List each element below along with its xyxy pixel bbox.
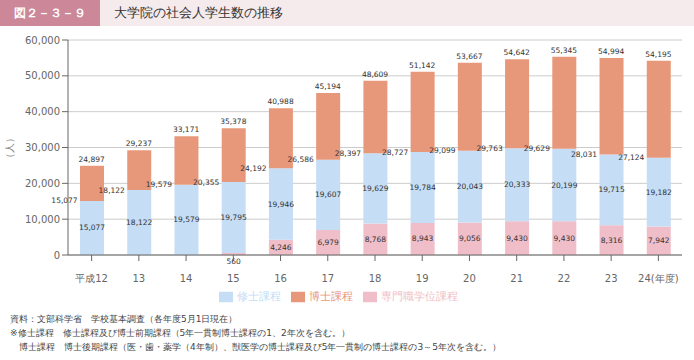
svg-text:20,355: 20,355 xyxy=(193,178,219,187)
svg-text:50,000: 50,000 xyxy=(25,70,60,81)
svg-text:40,988: 40,988 xyxy=(267,97,293,106)
svg-text:20,043: 20,043 xyxy=(457,182,483,191)
svg-text:20,333: 20,333 xyxy=(504,180,530,189)
svg-text:10,000: 10,000 xyxy=(25,214,60,225)
svg-text:54,994: 54,994 xyxy=(598,47,624,56)
svg-text:19,607: 19,607 xyxy=(315,190,341,199)
svg-text:19,784: 19,784 xyxy=(409,183,435,192)
svg-text:20: 20 xyxy=(463,273,476,284)
svg-text:560: 560 xyxy=(227,257,242,266)
svg-text:19: 19 xyxy=(416,273,429,284)
html-text:資料：文部科学省 学校基本調査（各年度5月1日現在）: 資料：文部科学省 学校基本調査（各年度5月1日現在） xyxy=(10,314,238,324)
svg-text:20,000: 20,000 xyxy=(25,178,60,189)
svg-text:0: 0 xyxy=(54,250,60,261)
svg-text:27,124: 27,124 xyxy=(618,153,644,162)
html-text:※修士課程 修士課程及び博士前期課程（5年一貫制博士課程の1: ※修士課程 修士課程及び博士前期課程（5年一貫制博士課程の1、2年次を含む。） xyxy=(10,328,350,338)
svg-text:45,194: 45,194 xyxy=(315,82,341,91)
svg-text:17: 17 xyxy=(321,273,334,284)
svg-text:55,345: 55,345 xyxy=(551,46,577,55)
svg-text:（人）: （人） xyxy=(8,133,15,163)
svg-text:4,246: 4,246 xyxy=(270,243,292,252)
html-text:図２－３－９: 図２－３－９ xyxy=(14,5,86,20)
svg-text:48,609: 48,609 xyxy=(362,70,388,79)
svg-text:18,122: 18,122 xyxy=(126,218,152,227)
svg-text:23: 23 xyxy=(605,273,618,284)
svg-text:19,795: 19,795 xyxy=(221,213,247,222)
svg-text:54,642: 54,642 xyxy=(504,48,530,57)
svg-text:15,077: 15,077 xyxy=(51,196,77,205)
svg-text:22: 22 xyxy=(558,273,571,284)
svg-text:53,667: 53,667 xyxy=(456,52,482,61)
svg-text:6,979: 6,979 xyxy=(317,238,339,247)
svg-text:19,715: 19,715 xyxy=(598,185,624,194)
svg-text:19,182: 19,182 xyxy=(646,188,672,197)
svg-text:40,000: 40,000 xyxy=(25,106,60,117)
svg-text:54,195: 54,195 xyxy=(645,50,671,59)
svg-text:24,192: 24,192 xyxy=(240,164,266,173)
html-text:修士課程: 修士課程 xyxy=(236,290,281,303)
svg-text:8,768: 8,768 xyxy=(365,235,387,244)
svg-text:9,430: 9,430 xyxy=(506,234,528,243)
svg-text:16: 16 xyxy=(274,273,287,284)
svg-text:29,099: 29,099 xyxy=(429,146,455,155)
svg-text:7,942: 7,942 xyxy=(648,236,670,245)
svg-text:14: 14 xyxy=(180,273,193,284)
svg-text:19,629: 19,629 xyxy=(362,184,388,193)
svg-text:29,763: 29,763 xyxy=(476,144,502,153)
svg-text:51,142: 51,142 xyxy=(409,61,435,70)
svg-text:24(年度): 24(年度) xyxy=(638,273,679,284)
svg-text:19,579: 19,579 xyxy=(146,180,172,189)
html-text:専門職学位課程: 専門職学位課程 xyxy=(380,290,458,303)
svg-text:28,727: 28,727 xyxy=(382,148,408,157)
svg-text:20,199: 20,199 xyxy=(551,181,577,190)
svg-text:18: 18 xyxy=(369,273,382,284)
svg-text:29,237: 29,237 xyxy=(126,139,152,148)
svg-text:60,000: 60,000 xyxy=(25,35,60,46)
svg-text:28,031: 28,031 xyxy=(571,150,597,159)
svg-text:18,122: 18,122 xyxy=(99,186,125,195)
svg-text:30,000: 30,000 xyxy=(25,142,60,153)
svg-text:29,629: 29,629 xyxy=(524,144,550,153)
html-text:大学院の社会人学生数の推移: 大学院の社会人学生数の推移 xyxy=(114,5,283,20)
svg-text:35,378: 35,378 xyxy=(220,117,246,126)
svg-text:8,943: 8,943 xyxy=(412,234,434,243)
svg-text:9,430: 9,430 xyxy=(554,234,576,243)
svg-text:26,586: 26,586 xyxy=(288,155,314,164)
svg-text:15: 15 xyxy=(227,273,240,284)
svg-text:21: 21 xyxy=(510,273,523,284)
svg-text:9,056: 9,056 xyxy=(459,234,481,243)
svg-text:19,579: 19,579 xyxy=(173,215,199,224)
svg-text:24,897: 24,897 xyxy=(78,155,104,164)
svg-text:平成12: 平成12 xyxy=(75,273,108,284)
svg-text:19,946: 19,946 xyxy=(268,200,294,209)
html-text:博士課程: 博士課程 xyxy=(308,290,353,303)
svg-text:15,077: 15,077 xyxy=(79,223,105,232)
html-text:博士課程 博士後期課程（医・歯・薬学（4年制）、獣医学の博士: 博士課程 博士後期課程（医・歯・薬学（4年制）、獣医学の博士課程及び5年一貫制の… xyxy=(10,342,501,352)
svg-text:13: 13 xyxy=(132,273,145,284)
svg-text:28,397: 28,397 xyxy=(335,149,361,158)
svg-text:8,316: 8,316 xyxy=(601,236,623,245)
svg-text:33,171: 33,171 xyxy=(173,125,199,134)
